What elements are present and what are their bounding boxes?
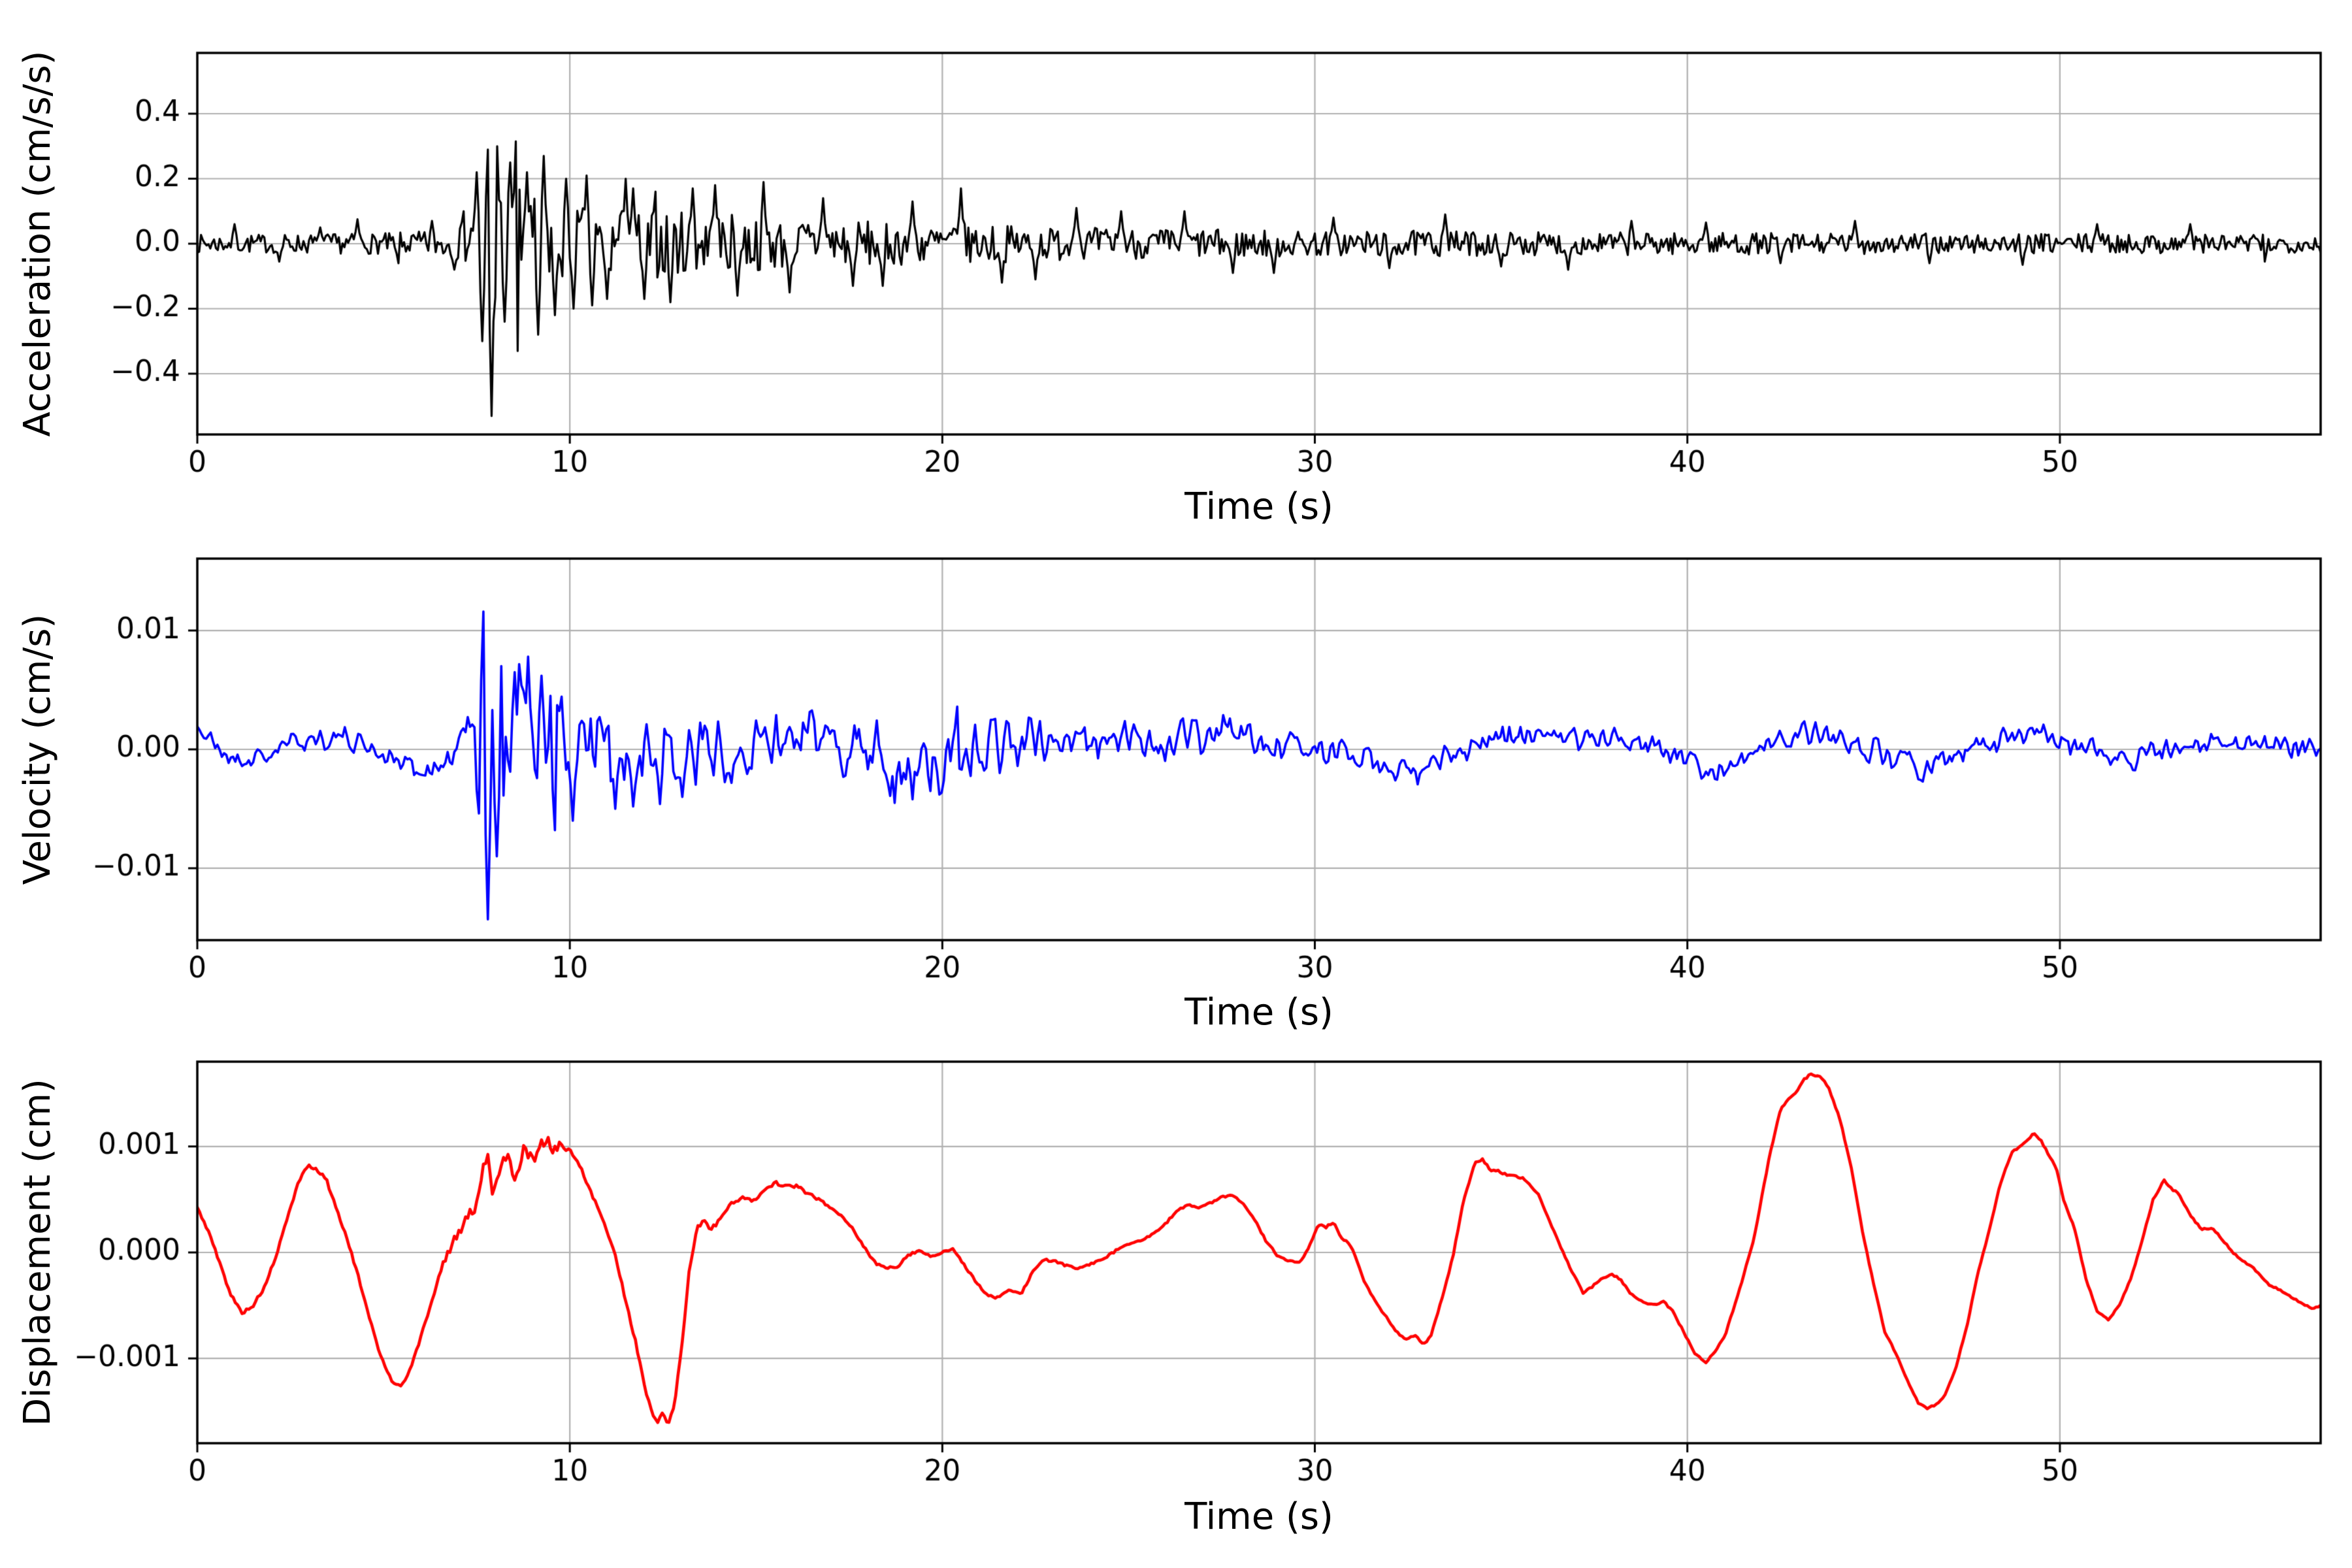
y-axis-label-velocity: Velocity (cm/s) — [16, 613, 59, 885]
x-axis-label-displacement: Time (s) — [1184, 1495, 1333, 1538]
x-axis-label-acceleration: Time (s) — [1184, 485, 1333, 528]
x-axis-label-velocity: Time (s) — [1184, 991, 1333, 1034]
y-axis-label-displacement: Displacement (cm) — [16, 1079, 59, 1426]
y-axis-label-acceleration: Acceleration (cm/s/s) — [16, 50, 59, 437]
